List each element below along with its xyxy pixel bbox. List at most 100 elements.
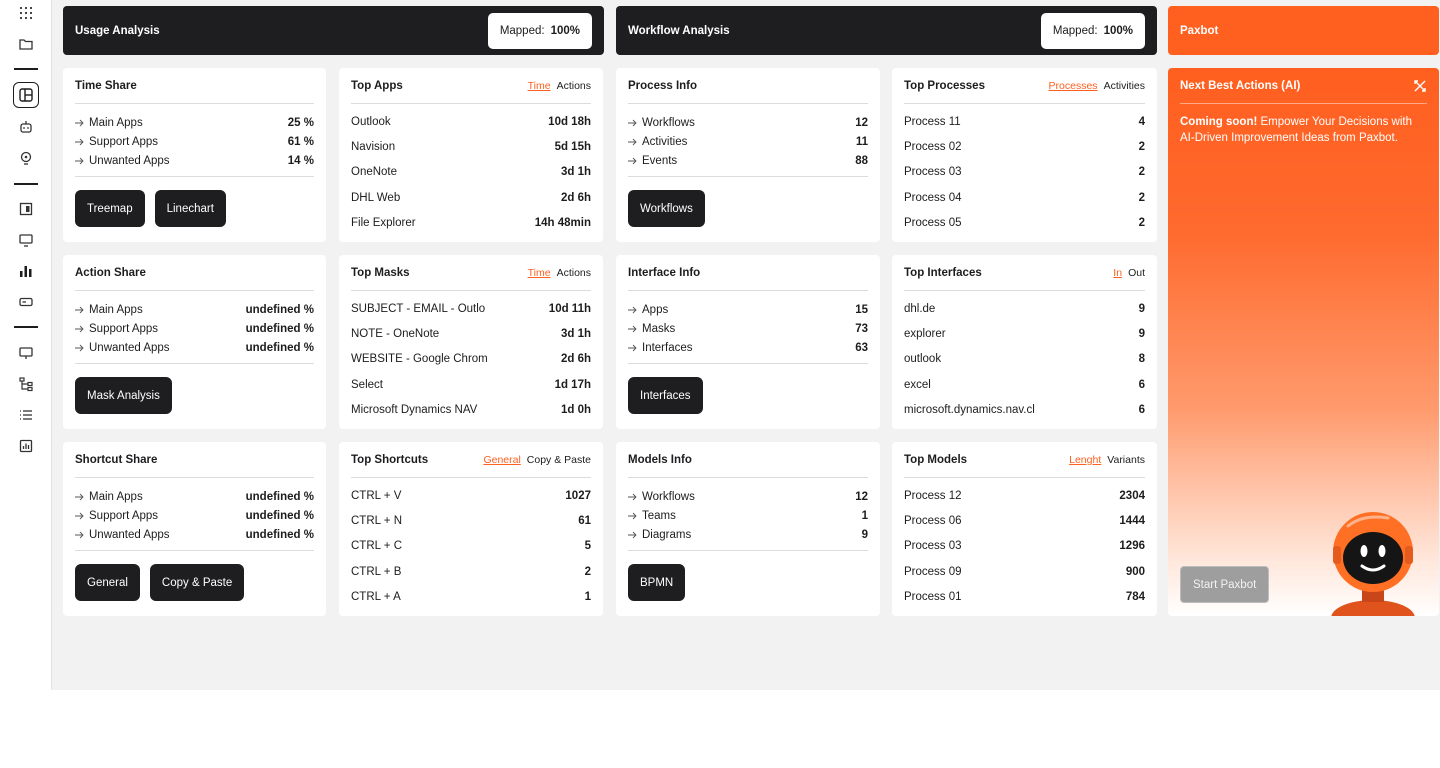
list-item-label: Main Apps bbox=[89, 491, 143, 504]
list-item[interactable]: Process 02 2 bbox=[904, 134, 1145, 159]
list-item[interactable]: Process 03 2 bbox=[904, 160, 1145, 185]
toggle-in[interactable]: In bbox=[1113, 266, 1123, 279]
list-item-value: 1 bbox=[861, 510, 868, 523]
arrow-right-icon bbox=[628, 306, 642, 314]
list-item[interactable]: Process 01 784 bbox=[904, 585, 1145, 610]
mapped-value: 100% bbox=[550, 24, 580, 37]
general-button[interactable]: General bbox=[75, 564, 140, 602]
list-item[interactable]: excel 6 bbox=[904, 372, 1145, 397]
list-item-label: Apps bbox=[642, 304, 669, 317]
list-item[interactable]: CTRL + C 5 bbox=[351, 534, 591, 559]
list-item-label: WEBSITE - Google Chrom bbox=[351, 353, 488, 366]
list-item[interactable]: Process 09 900 bbox=[904, 559, 1145, 584]
mapped-value: 100% bbox=[1103, 24, 1133, 37]
toggle-processes[interactable]: Processes bbox=[1048, 79, 1098, 92]
list-item[interactable]: CTRL + B 2 bbox=[351, 559, 591, 584]
top-models-card: Top Models Lenght Variants Process 12 2304 Pr… bbox=[892, 442, 1157, 616]
toggle-actions[interactable]: Actions bbox=[556, 79, 591, 92]
list-item-label: SUBJECT - EMAIL - Outlo bbox=[351, 302, 486, 315]
list-item[interactable]: dhl.de 9 bbox=[904, 296, 1145, 321]
list-item[interactable]: CTRL + A 1 bbox=[351, 585, 591, 610]
report-icon[interactable] bbox=[14, 434, 38, 458]
lightbulb-icon[interactable] bbox=[14, 146, 38, 170]
list-item[interactable]: Navision 5d 15h bbox=[351, 134, 591, 159]
list-item[interactable]: Process 11 4 bbox=[904, 109, 1145, 134]
toggle-general[interactable]: General bbox=[483, 453, 521, 466]
close-icon[interactable] bbox=[1413, 79, 1427, 93]
list-item-value: 2 bbox=[1138, 166, 1145, 179]
ai-body-text: Empower Your Decisions with AI-Driven Im… bbox=[1180, 116, 1412, 144]
card-toggle: In Out bbox=[1113, 267, 1145, 279]
list-item[interactable]: Process 04 2 bbox=[904, 185, 1145, 210]
robot-icon[interactable] bbox=[14, 115, 38, 139]
top-apps-card: Top Apps Time Actions Outlook 10d 18h Navisio… bbox=[339, 68, 603, 242]
list-item[interactable]: Process 05 2 bbox=[904, 211, 1145, 236]
list-item[interactable]: Process 03 1296 bbox=[904, 534, 1145, 559]
monitor-icon[interactable] bbox=[14, 228, 38, 252]
list-item[interactable]: microsoft.dynamics.nav.cl 6 bbox=[904, 398, 1145, 423]
treemap-button[interactable]: Treemap bbox=[75, 190, 145, 228]
toggle-actions[interactable]: Actions bbox=[556, 266, 591, 279]
list-item-value: 2d 6h bbox=[560, 353, 591, 366]
list-item-label: Support Apps bbox=[89, 323, 159, 336]
toggle-time[interactable]: Time bbox=[527, 79, 551, 92]
button-group: General Copy & Paste bbox=[75, 551, 314, 602]
interfaces-button[interactable]: Interfaces bbox=[628, 377, 703, 415]
list-item-label: Main Apps bbox=[89, 117, 143, 130]
toggle-time[interactable]: Time bbox=[527, 266, 551, 279]
toggle-out[interactable]: Out bbox=[1128, 266, 1145, 279]
list-item[interactable]: Microsoft Dynamics NAV 1d 0h bbox=[351, 398, 591, 423]
list-item[interactable]: Process 06 1444 bbox=[904, 508, 1145, 533]
list-item-label: Process 09 bbox=[904, 565, 962, 578]
grid-dots-icon[interactable] bbox=[14, 1, 38, 25]
ai-lead-text: Coming soon! bbox=[1180, 116, 1258, 128]
stat-list: Main Apps undefined % Support Apps undefine… bbox=[75, 478, 314, 552]
toggle-lenght[interactable]: Lenght bbox=[1069, 453, 1102, 466]
toggle-copy-paste[interactable]: Copy & Paste bbox=[526, 453, 591, 466]
list-icon[interactable] bbox=[14, 403, 38, 427]
toggle-variants[interactable]: Variants bbox=[1107, 453, 1145, 466]
folder-icon[interactable] bbox=[14, 32, 38, 56]
list-item[interactable]: NOTE - OneNote 3d 1h bbox=[351, 321, 591, 346]
list-item[interactable]: WEBSITE - Google Chrom 2d 6h bbox=[351, 347, 591, 372]
arrow-right-icon bbox=[628, 493, 642, 501]
start-paxbot-button[interactable]: Start Paxbot bbox=[1180, 566, 1270, 603]
card-title: Top Apps bbox=[351, 79, 403, 92]
list-item[interactable]: Select 1d 17h bbox=[351, 372, 591, 397]
copy-paste-button[interactable]: Copy & Paste bbox=[149, 564, 245, 602]
bpmn-button[interactable]: BPMN bbox=[628, 564, 686, 602]
card-header: Top Masks Time Actions bbox=[351, 255, 591, 291]
card-icon[interactable] bbox=[14, 290, 38, 314]
list-item[interactable]: SUBJECT - EMAIL - Outlo 10d 11h bbox=[351, 296, 591, 321]
toggle-activities[interactable]: Activities bbox=[1103, 79, 1145, 92]
shortcut-share-card: Shortcut Share Main Apps undefined % Suppor… bbox=[63, 442, 326, 616]
layout-icon[interactable] bbox=[13, 82, 39, 108]
stat-list: Main Apps undefined % Support Apps undefine… bbox=[75, 291, 314, 365]
dashboard-icon[interactable] bbox=[14, 197, 38, 221]
list-item[interactable]: CTRL + N 61 bbox=[351, 508, 591, 533]
screen-icon[interactable] bbox=[14, 341, 38, 365]
flow-icon[interactable] bbox=[14, 372, 38, 396]
list-item-label: Microsoft Dynamics NAV bbox=[351, 404, 478, 417]
workflows-button[interactable]: Workflows bbox=[628, 190, 705, 228]
card-title: Top Shortcuts bbox=[351, 453, 429, 466]
card-title: Interface Info bbox=[628, 266, 701, 279]
sidebar-divider bbox=[14, 326, 38, 328]
list-item-value: undefined % bbox=[245, 491, 314, 504]
list-item-value: 15 bbox=[855, 304, 868, 317]
list-item[interactable]: File Explorer 14h 48min bbox=[351, 211, 591, 236]
bar-chart-icon[interactable] bbox=[14, 259, 38, 283]
linechart-button[interactable]: Linechart bbox=[154, 190, 226, 228]
list-item[interactable]: Process 12 2304 bbox=[904, 483, 1145, 508]
list-item[interactable]: outlook 8 bbox=[904, 347, 1145, 372]
list-item: Main Apps undefined % bbox=[75, 301, 314, 320]
mask-analysis-button[interactable]: Mask Analysis bbox=[75, 377, 172, 415]
list-item[interactable]: OneNote 3d 1h bbox=[351, 160, 591, 185]
list-item[interactable]: Outlook 10d 18h bbox=[351, 109, 591, 134]
card-header: Action Share bbox=[75, 255, 314, 291]
card-header: Interface Info bbox=[628, 255, 868, 291]
list-item[interactable]: CTRL + V 1027 bbox=[351, 483, 591, 508]
list-item[interactable]: explorer 9 bbox=[904, 321, 1145, 346]
list-item[interactable]: DHL Web 2d 6h bbox=[351, 185, 591, 210]
list-item-value: 2d 6h bbox=[560, 191, 591, 204]
